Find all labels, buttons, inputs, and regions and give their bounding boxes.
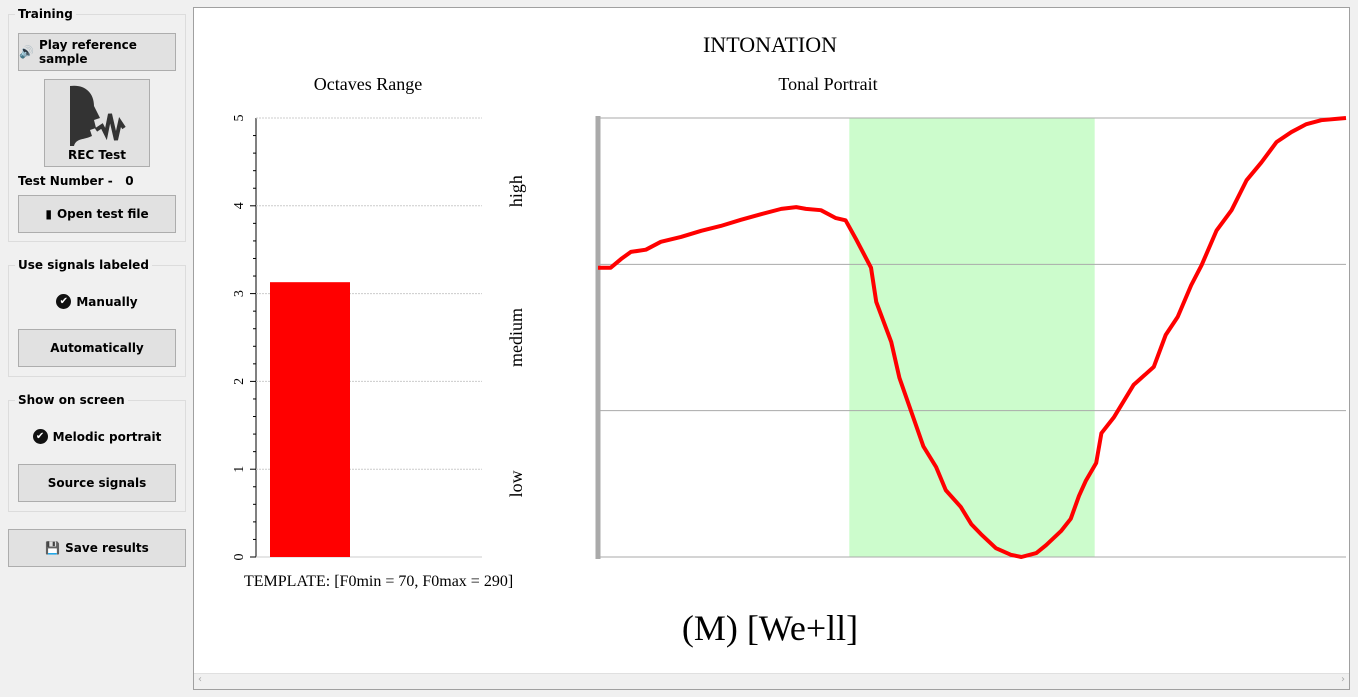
y-tick-label: 0 <box>232 554 247 561</box>
y-tick-label: 2 <box>232 378 247 385</box>
utterance-label: (M) [We+ll] <box>682 608 858 648</box>
octave-range-bar <box>270 282 350 557</box>
automatically-button[interactable]: Automatically <box>18 329 176 367</box>
check-icon: ✔ <box>56 294 72 309</box>
pitch-contour-line <box>598 116 1347 559</box>
scroll-right-icon[interactable]: › <box>1341 674 1345 685</box>
rec-test-button[interactable]: REC Test <box>44 79 150 167</box>
intonation-chart: INTONATION Octaves Range Tonal Portrait … <box>232 32 1347 648</box>
speaking-head-icon <box>70 85 126 146</box>
intonation-panel: INTONATION Octaves Range Tonal Portrait … <box>193 7 1350 690</box>
y-tick-label: 4 <box>232 202 247 209</box>
show-group: Show on screen ✔ Melodic portrait Source … <box>8 393 186 512</box>
tonal-title: Tonal Portrait <box>778 74 877 94</box>
save-icon: 💾 <box>45 541 61 555</box>
test-number: Test Number - 0 <box>18 174 134 188</box>
y-tick-label: 3 <box>232 290 247 297</box>
y-tick-label: 1 <box>232 466 247 473</box>
horizontal-scrollbar[interactable]: ‹ › <box>194 673 1349 689</box>
show-title: Show on screen <box>15 393 128 407</box>
training-title: Training <box>15 7 76 21</box>
signals-group: Use signals labeled ✔ Manually Automatica… <box>8 258 186 377</box>
band-label-high: high <box>506 175 526 207</box>
main-title: INTONATION <box>703 32 837 57</box>
source-signals-button[interactable]: Source signals <box>18 464 176 502</box>
save-results-button[interactable]: 💾 Save results <box>8 529 186 567</box>
highlight-region <box>849 118 1095 557</box>
scroll-left-icon[interactable]: ‹ <box>198 674 202 685</box>
template-text: TEMPLATE: [F0min = 70, F0max = 290] <box>244 573 513 590</box>
melodic-portrait-option[interactable]: ✔ Melodic portrait <box>9 429 185 444</box>
y-tick-label: 5 <box>232 115 247 122</box>
octaves-title: Octaves Range <box>314 74 422 94</box>
signals-title: Use signals labeled <box>15 258 152 272</box>
speaker-icon: 🔊 <box>19 45 34 59</box>
check-icon: ✔ <box>32 429 48 444</box>
test-number-value: 0 <box>125 174 134 188</box>
open-test-file-button[interactable]: ▮ Open test file <box>18 195 176 233</box>
manually-option[interactable]: ✔ Manually <box>9 294 185 309</box>
play-reference-button[interactable]: 🔊 Play reference sample <box>18 33 176 71</box>
band-label-medium: medium <box>506 308 526 367</box>
band-label-low: low <box>506 470 526 497</box>
file-icon: ▮ <box>45 207 52 221</box>
training-group: Training 🔊 Play reference sample REC Test… <box>8 7 186 242</box>
